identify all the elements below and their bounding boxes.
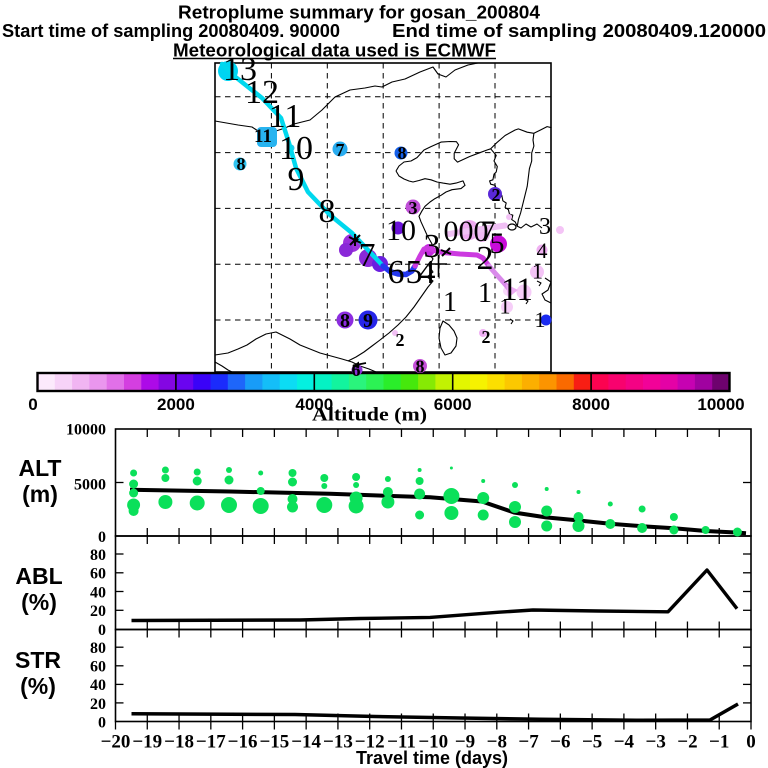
svg-text:2000: 2000 [157,395,195,414]
svg-text:(m): (m) [22,481,58,507]
svg-text:−19: −19 [132,732,162,753]
svg-text:60: 60 [90,659,106,676]
svg-text:80: 80 [90,640,106,657]
svg-text:000: 000 [444,215,489,248]
svg-text:20: 20 [90,696,106,713]
svg-text:20: 20 [90,603,106,620]
svg-text:40: 40 [90,585,106,602]
svg-text:Altitude (m): Altitude (m) [312,405,427,426]
svg-text:−12: −12 [355,732,385,753]
svg-text:(%): (%) [20,673,56,699]
svg-text:8: 8 [416,357,425,377]
svg-text:2: 2 [482,327,491,347]
svg-text:7: 7 [481,215,496,248]
svg-text:13: 13 [223,51,257,88]
svg-text:0: 0 [746,732,756,753]
svg-text:−4: −4 [614,732,635,753]
svg-text:−9: −9 [455,732,475,753]
svg-text:10: 10 [279,130,313,167]
svg-text:5: 5 [490,227,505,260]
svg-text:−14: −14 [291,732,321,753]
svg-text:8: 8 [237,154,246,174]
svg-text:5000: 5000 [74,477,106,494]
svg-text:6: 6 [352,360,361,380]
svg-text:4000: 4000 [295,395,333,414]
svg-text:−3: −3 [646,732,666,753]
svg-text:−1: −1 [709,732,729,753]
svg-text:10000: 10000 [66,422,106,439]
svg-text:−20: −20 [101,732,131,753]
svg-text:−8: −8 [487,732,507,753]
svg-text:−15: −15 [259,732,289,753]
svg-text:−13: −13 [323,732,353,753]
svg-text:0: 0 [28,395,37,414]
svg-text:STR: STR [15,647,61,673]
svg-text:8: 8 [319,193,336,230]
svg-text:7: 7 [359,237,376,274]
svg-text:10: 10 [386,214,416,247]
svg-text:−10: −10 [418,732,448,753]
svg-text:0: 0 [98,529,106,546]
svg-text:1: 1 [535,307,546,332]
svg-text:Meteorological data used is EC: Meteorological data used is ECMWF [173,41,496,61]
svg-text:2: 2 [396,330,405,350]
svg-text:ALT: ALT [18,455,61,481]
svg-text:8: 8 [340,310,350,332]
svg-text:1: 1 [443,287,457,318]
svg-text:1: 1 [532,259,543,284]
svg-text:0: 0 [98,622,106,639]
svg-text:8000: 8000 [572,395,610,414]
svg-text:3: 3 [409,198,418,218]
svg-text:11: 11 [269,98,302,135]
svg-text:−11: −11 [387,732,416,753]
svg-text:9: 9 [363,310,373,332]
svg-text:5: 5 [406,254,423,291]
svg-text:60: 60 [90,566,106,583]
svg-text:Retroplume summary for gosan_2: Retroplume summary for gosan_200804 [178,3,540,23]
svg-text:1: 1 [478,278,492,309]
svg-text:6: 6 [388,254,405,291]
svg-text:12: 12 [245,74,279,111]
svg-text:7: 7 [336,140,345,160]
svg-text:0: 0 [98,715,106,732]
svg-text:2: 2 [477,240,494,277]
svg-text:−7: −7 [518,732,539,753]
svg-text:6000: 6000 [434,395,472,414]
svg-text:1: 1 [500,294,511,319]
svg-text:11: 11 [254,126,272,147]
svg-text:−6: −6 [550,732,570,753]
svg-text:4: 4 [537,238,548,263]
svg-text:−16: −16 [228,732,258,753]
svg-text:ABL: ABL [15,563,62,589]
svg-text:Travel time (days): Travel time (days) [356,748,508,768]
svg-text:Start time of sampling 2008040: Start time of sampling 20080409. 90000 [2,21,340,41]
svg-text:End time of sampling 20080409.: End time of sampling 20080409.120000 [392,21,766,41]
svg-text:−2: −2 [677,732,697,753]
svg-text:(%): (%) [21,589,57,615]
svg-text:3: 3 [539,214,551,240]
svg-text:9: 9 [288,161,305,198]
svg-text:−18: −18 [164,732,194,753]
svg-text:11: 11 [501,272,533,308]
svg-text:−17: −17 [196,732,226,753]
svg-text:80: 80 [90,547,106,564]
svg-text:40: 40 [90,677,106,694]
svg-text:3: 3 [424,228,441,265]
svg-text:2: 2 [492,185,501,205]
svg-text:8: 8 [398,143,407,163]
svg-text:10000: 10000 [697,395,744,414]
svg-text:−5: −5 [582,732,602,753]
